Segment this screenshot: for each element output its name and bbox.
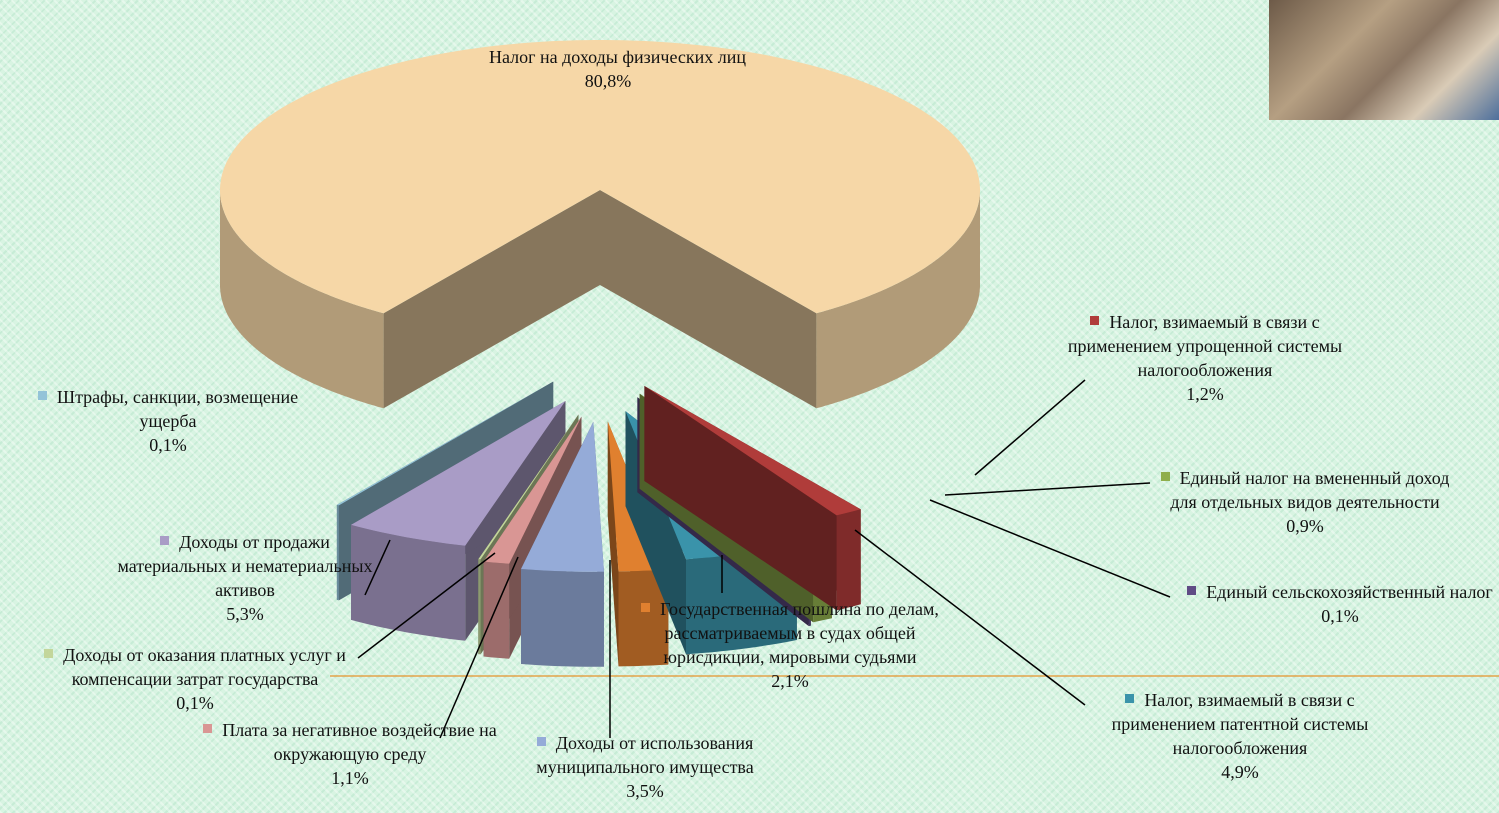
data-label: Доходы от оказания платных услуг и компе… (40, 643, 350, 715)
leader-line (364, 539, 391, 596)
label-value: 80,8% (584, 71, 632, 91)
slice (521, 421, 604, 572)
label-marker (1187, 586, 1197, 595)
data-label: Единый сельскохозяйственный налог 0,1% (1185, 580, 1495, 628)
leader-line (974, 379, 1086, 476)
slice (478, 414, 579, 560)
data-label: Налог, взимаемый в связи с применением у… (1055, 310, 1355, 406)
slice (220, 40, 980, 314)
leader-line (439, 556, 519, 739)
label-value: 0,1% (1321, 606, 1359, 626)
label-marker (469, 51, 479, 60)
slice-side (483, 561, 510, 659)
slice-side (816, 190, 980, 409)
slice-face (607, 421, 619, 667)
label-value: 1,1% (331, 768, 369, 788)
label-name: Доходы от продажи материальных и нематер… (117, 532, 373, 600)
data-label: Единый налог на вмененный доход для отде… (1150, 466, 1460, 538)
pie (220, 40, 980, 667)
label-value: 3,5% (626, 781, 664, 801)
label-name: Налог, взимаемый в связи с применением у… (1067, 312, 1343, 380)
decor-photo (1269, 0, 1499, 120)
data-label: Плата за негативное воздействие на окруж… (200, 718, 500, 790)
label-marker (203, 724, 213, 733)
slice-face (383, 190, 600, 409)
slice (336, 381, 554, 506)
label-marker (160, 536, 170, 545)
label-name: Единый сельскохозяйственный налог (1206, 582, 1493, 602)
label-name: Штрафы, санкции, возмещение ущерба (56, 387, 299, 431)
label-value: 0,1% (176, 693, 214, 713)
slice-side (478, 559, 481, 655)
label-name: Единый налог на вмененный доход для отде… (1170, 468, 1450, 512)
data-label: Налог на доходы физических лиц 80,8% (458, 45, 758, 93)
label-value: 0,9% (1286, 516, 1324, 536)
label-marker (37, 391, 47, 400)
data-label: Доходы от использования муниципального и… (495, 731, 795, 803)
slice-side (618, 569, 669, 667)
label-marker (1090, 316, 1100, 325)
label-marker (641, 603, 651, 612)
label-name: Плата за негативное воздействие на окруж… (222, 720, 497, 764)
slice-face (644, 386, 837, 611)
slice-side (336, 504, 339, 601)
label-name: Доходы от использования муниципального и… (536, 733, 754, 777)
data-label: Налог, взимаемый в связи с применением п… (1090, 688, 1390, 784)
label-value: 4,9% (1221, 762, 1259, 782)
leader-line (854, 529, 1086, 706)
data-label: Доходы от продажи материальных и нематер… (115, 530, 375, 626)
data-label: Штрафы, санкции, возмещение ущерба 0,1% (8, 385, 328, 457)
slice (644, 386, 861, 516)
slice-face (600, 190, 817, 409)
slice-side (836, 509, 861, 611)
label-marker (44, 649, 54, 658)
leader-line (357, 552, 496, 659)
label-name: Доходы от оказания платных услуг и компе… (63, 645, 346, 689)
leader-line (929, 499, 1171, 598)
slice (483, 416, 582, 564)
slice-side (220, 190, 384, 409)
slice-side (521, 569, 604, 667)
label-marker (1160, 472, 1170, 481)
slice (351, 401, 566, 546)
label-value: 0,1% (149, 435, 187, 455)
data-label: Государственная пошлина по делам, рассма… (640, 597, 940, 693)
label-value: 1,2% (1186, 384, 1224, 404)
label-name: Налог на доходы физических лиц (488, 47, 747, 67)
label-value: 2,1% (771, 671, 809, 691)
label-marker (536, 737, 546, 746)
label-name: Налог, взимаемый в связи с применением п… (1111, 690, 1369, 758)
label-name: Государственная пошлина по делам, рассма… (660, 599, 939, 667)
leader-line (944, 482, 1151, 496)
label-value: 5,3% (226, 604, 264, 624)
leaders (357, 379, 1171, 739)
slice-side (351, 524, 466, 641)
label-marker (1125, 694, 1135, 703)
